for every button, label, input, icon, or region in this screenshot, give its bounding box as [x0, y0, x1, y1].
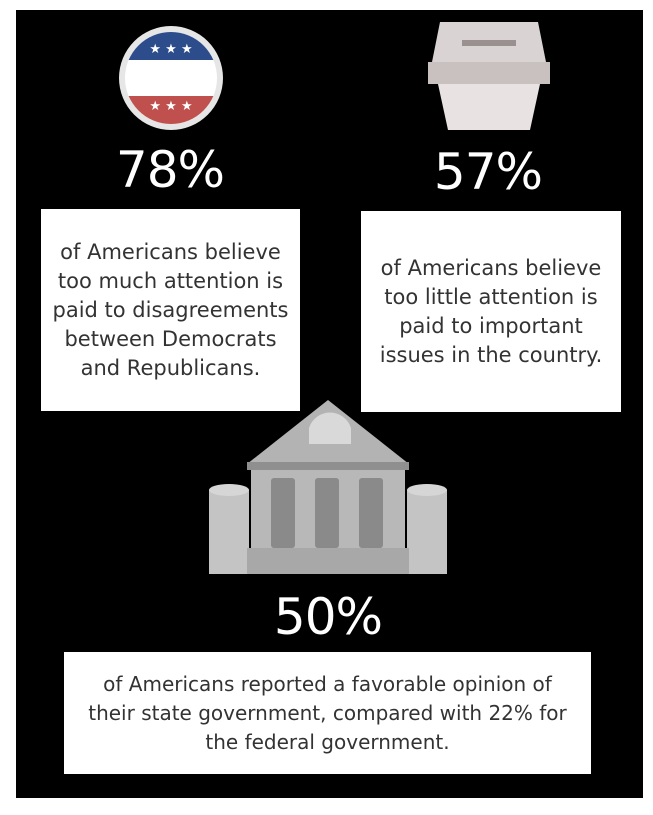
ballot-box-icon	[428, 22, 550, 130]
government-building-icon	[209, 400, 447, 574]
stat-value-3: 50%	[273, 588, 383, 646]
stat-description-1: of Americans believe too much attention …	[52, 239, 289, 380]
svg-text:★ ★ ★: ★ ★ ★	[149, 99, 192, 114]
stat-description-box-3: of Americans reported a favorable opinio…	[64, 652, 591, 774]
stat-value-1: 78%	[115, 141, 225, 199]
svg-text:★ ★ ★: ★ ★ ★	[149, 42, 192, 57]
stat-description-box-1: of Americans believe too much attention …	[41, 209, 300, 411]
stat-description-box-2: of Americans believe too little attentio…	[361, 211, 621, 412]
flag-badge-icon: ★ ★ ★ ★ ★ ★	[119, 26, 223, 130]
stat-description-2: of Americans believe too little attentio…	[379, 255, 603, 367]
stat-description-3: of Americans reported a favorable opinio…	[88, 671, 567, 754]
stat-value-2: 57%	[433, 143, 543, 201]
